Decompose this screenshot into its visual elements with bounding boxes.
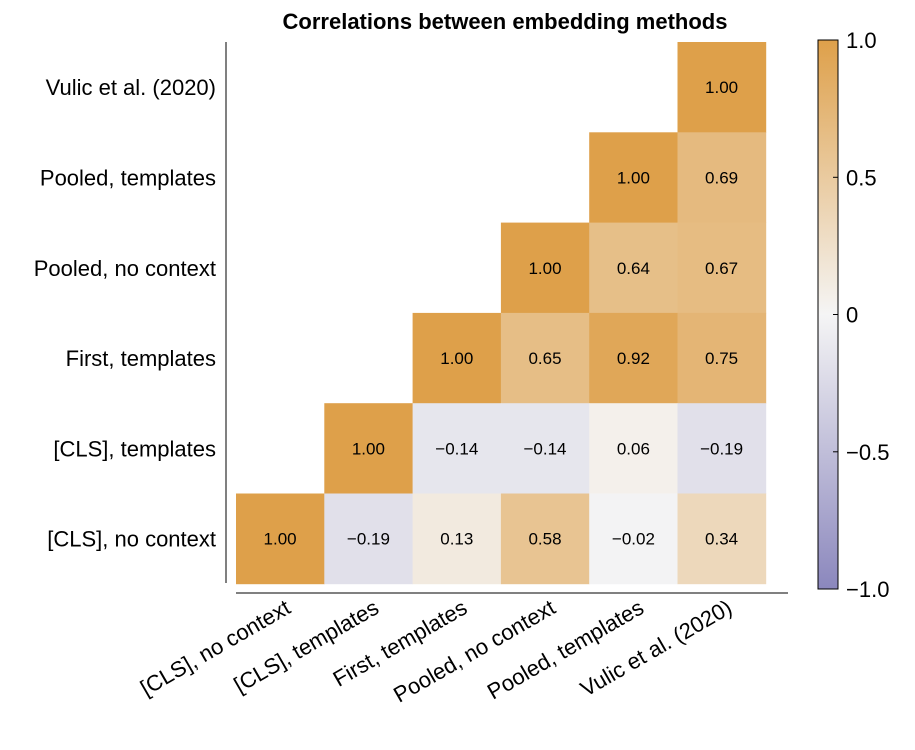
column-label: Pooled, templates bbox=[483, 595, 648, 705]
cell-value-label: 0.58 bbox=[528, 530, 561, 549]
row-label: [CLS], no context bbox=[47, 527, 216, 552]
cell-value-label: −0.02 bbox=[612, 530, 655, 549]
row-label: Pooled, templates bbox=[40, 166, 216, 191]
heatmap-cell bbox=[324, 403, 413, 494]
heatmap-cell bbox=[589, 493, 678, 585]
cell-value-label: 1.00 bbox=[705, 78, 738, 97]
cell-value-label: −0.19 bbox=[347, 530, 390, 549]
cell-value-label: 1.00 bbox=[440, 349, 473, 368]
cell-value-label: 0.13 bbox=[440, 530, 473, 549]
colorbar-tick-label: 1.0 bbox=[846, 28, 877, 53]
cell-value-label: 0.67 bbox=[705, 259, 738, 278]
heatmap-cell bbox=[500, 493, 590, 585]
column-label: Vulic et al. (2020) bbox=[576, 595, 736, 702]
row-label: First, templates bbox=[66, 346, 216, 371]
heatmap-cell bbox=[589, 222, 678, 314]
heatmap-cell bbox=[412, 312, 502, 404]
column-label: [CLS], no context bbox=[136, 595, 295, 701]
heatmap-cell bbox=[500, 222, 590, 314]
row-label: Vulic et al. (2020) bbox=[46, 75, 216, 100]
heatmap-cell bbox=[589, 132, 678, 223]
cell-value-label: 1.00 bbox=[617, 169, 650, 188]
heatmap-cell bbox=[500, 403, 590, 494]
colorbar-tick-label: 0 bbox=[846, 303, 858, 328]
heatmap-cell bbox=[589, 312, 678, 404]
cell-value-label: 0.34 bbox=[705, 530, 738, 549]
heatmap-cell bbox=[236, 493, 325, 585]
column-label: Pooled, no context bbox=[389, 595, 559, 708]
colorbar-ticks: 1.0 0.5 0 −0.5 −1.0 bbox=[833, 28, 889, 602]
cell-value-label: 0.06 bbox=[617, 439, 650, 458]
colorbar-tick-label: −0.5 bbox=[846, 440, 889, 465]
cell-value-label: 1.00 bbox=[528, 259, 561, 278]
heatmap-cell-labels: 1.00 1.00 0.69 1.00 0.64 0.67 1.00 0.65 0.92 0.75… bbox=[264, 78, 744, 548]
chart-title: Correlations between embedding methods bbox=[283, 9, 728, 34]
heatmap-cell bbox=[589, 403, 678, 494]
heatmap-cell bbox=[677, 42, 767, 133]
cell-value-label: 0.64 bbox=[617, 259, 650, 278]
heatmap-cell bbox=[677, 312, 767, 404]
cell-value-label: 0.69 bbox=[705, 169, 738, 188]
cell-value-label: 1.00 bbox=[352, 439, 385, 458]
heatmap-cell bbox=[324, 493, 413, 585]
cell-value-label: −0.14 bbox=[523, 439, 566, 458]
heatmap-cell bbox=[677, 222, 767, 314]
heatmap-cells bbox=[236, 42, 767, 585]
heatmap-cell bbox=[677, 493, 767, 585]
heatmap-cell bbox=[412, 493, 502, 585]
colorbar-tick-label: −1.0 bbox=[846, 577, 889, 602]
heatmap-cell bbox=[500, 312, 590, 404]
heatmap-cell bbox=[677, 403, 767, 494]
column-labels: [CLS], no context[CLS], templatesFirst, … bbox=[136, 595, 736, 708]
cell-value-label: −0.19 bbox=[700, 439, 743, 458]
cell-value-label: −0.14 bbox=[435, 439, 478, 458]
cell-value-label: 0.92 bbox=[617, 349, 650, 368]
colorbar-tick-label: 0.5 bbox=[846, 165, 877, 190]
row-label: Pooled, no context bbox=[34, 256, 216, 281]
cell-value-label: 0.75 bbox=[705, 349, 738, 368]
row-label: [CLS], templates bbox=[53, 436, 216, 461]
cell-value-label: 1.00 bbox=[264, 530, 297, 549]
heatmap-cell bbox=[412, 403, 502, 494]
cell-value-label: 0.65 bbox=[528, 349, 561, 368]
row-labels: Vulic et al. (2020) Pooled, templates Pool… bbox=[34, 75, 216, 551]
column-label: [CLS], templates bbox=[230, 595, 383, 698]
heatmap-cell bbox=[677, 132, 767, 223]
